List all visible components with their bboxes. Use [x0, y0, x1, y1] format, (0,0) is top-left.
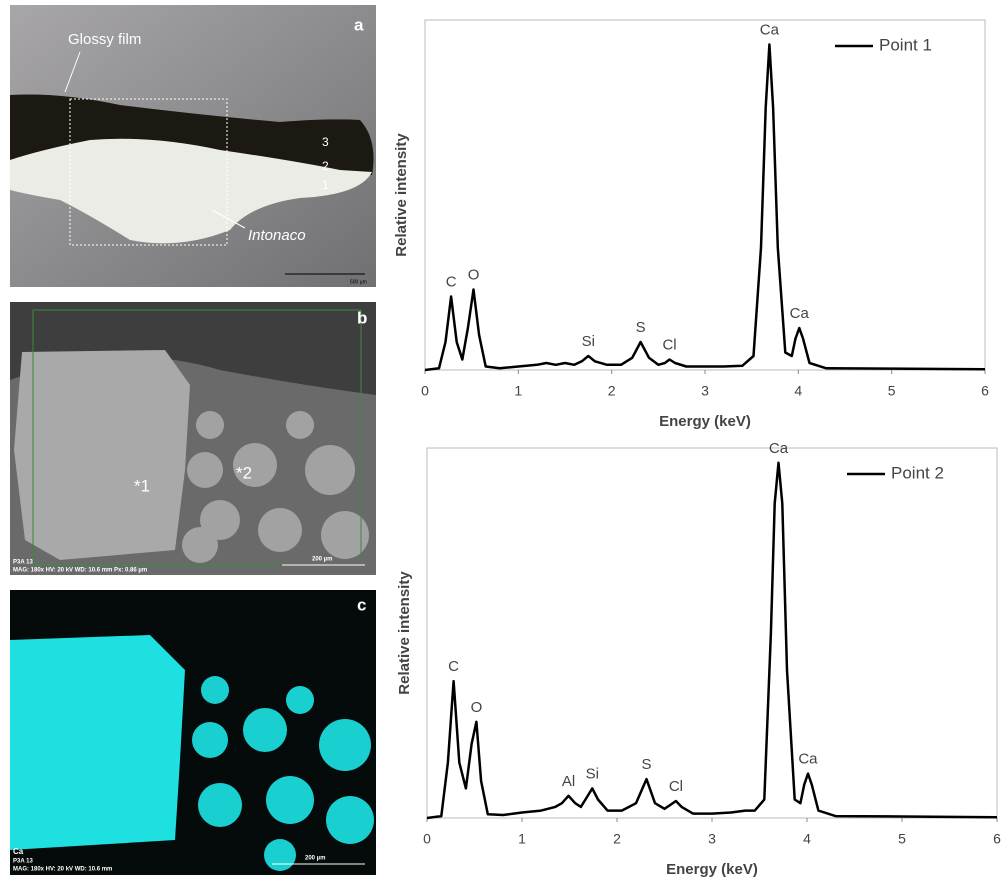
ca-region — [10, 635, 185, 850]
x-tick-label: 0 — [421, 383, 429, 399]
peak-label: S — [641, 756, 651, 773]
peak-label: Ca — [769, 440, 789, 457]
peak-label: Ca — [760, 21, 780, 38]
peak-label: Si — [586, 765, 599, 782]
peak-label: Si — [582, 333, 595, 350]
panel-label: a — [354, 15, 364, 34]
x-tick-label: 4 — [803, 831, 811, 847]
info: P3A 13 — [13, 560, 33, 566]
peak-label: C — [446, 273, 457, 290]
scale-label: 500 µm — [350, 279, 367, 285]
x-tick-label: 2 — [608, 383, 616, 399]
legend-label: Point 2 — [891, 463, 944, 482]
layer-label: 1 — [322, 178, 329, 192]
x-tick-label: 0 — [423, 831, 431, 847]
plot-frame — [427, 448, 997, 818]
panel-label: c — [357, 595, 366, 614]
grain — [14, 350, 190, 560]
x-tick-label: 3 — [708, 831, 716, 847]
spectrum-line — [425, 45, 985, 371]
panel-b: b *1 *2 P3A 13 MAG: 180x HV: 20 kV WD: 1… — [10, 302, 376, 575]
y-axis-label: Relative intensity — [393, 133, 410, 257]
spectrum-line — [427, 463, 997, 818]
x-tick-label: 4 — [794, 383, 802, 399]
x-tick-label: 1 — [514, 383, 522, 399]
annotation: Intonaco — [248, 227, 306, 244]
x-tick-label: 3 — [701, 383, 709, 399]
peak-label: O — [471, 699, 483, 716]
point-label: *2 — [236, 463, 252, 482]
x-axis-label: Energy (keV) — [659, 413, 751, 430]
plot-frame — [425, 20, 985, 370]
y-axis-label: Relative intensity — [396, 571, 413, 695]
scale-label: 200 µm — [305, 856, 325, 862]
scale-label: 200 µm — [312, 557, 332, 563]
panel-a: a Glossy film 3 2 1 Intonaco 500 µm — [10, 5, 376, 287]
legend-label: Point 1 — [879, 35, 932, 54]
info: MAG: 180x HV: 20 kV WD: 10.6 mm — [13, 867, 112, 873]
peak-label: Cl — [662, 336, 676, 353]
panel-c: c Ca P3A 13 MAG: 180x HV: 20 kV WD: 10.6… — [10, 590, 376, 875]
element-label: Ca — [13, 847, 24, 856]
layer-label: 3 — [322, 135, 329, 149]
x-axis-label: Energy (keV) — [666, 861, 758, 878]
info: P3A 13 — [13, 859, 33, 865]
panel-label: b — [357, 308, 367, 327]
peak-label: C — [448, 658, 459, 675]
peak-label: Cl — [669, 778, 683, 795]
x-tick-label: 5 — [888, 383, 896, 399]
peak-label: Al — [562, 773, 575, 790]
x-tick-label: 6 — [981, 383, 989, 399]
x-tick-label: 5 — [898, 831, 906, 847]
layer-label: 2 — [322, 159, 329, 173]
x-tick-label: 2 — [613, 831, 621, 847]
peak-label: S — [636, 319, 646, 336]
annotation: Glossy film — [68, 31, 141, 48]
x-tick-label: 1 — [518, 831, 526, 847]
info: MAG: 180x HV: 20 kV WD: 10.6 mm Px: 0.86… — [13, 568, 147, 574]
peak-label: Ca — [798, 751, 818, 768]
peak-label: O — [468, 266, 480, 283]
point-label: *1 — [134, 476, 150, 495]
figure: a Glossy film 3 2 1 Intonaco 500 µm b *1… — [0, 0, 1003, 882]
peak-label: Ca — [790, 305, 810, 322]
x-tick-label: 6 — [993, 831, 1001, 847]
